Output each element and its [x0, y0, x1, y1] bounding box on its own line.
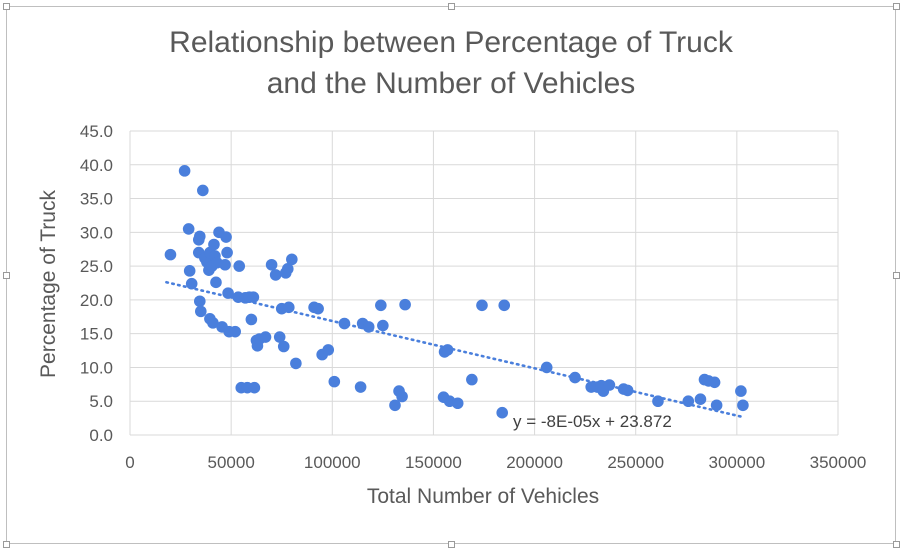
y-axis-tick-labels: 0.0 5.0 10.0 15.0 20.0 25.0 30.0 35.0 40.0 45.0: [80, 122, 113, 445]
data-point: [396, 390, 408, 403]
data-point: [210, 276, 222, 289]
data-point: [737, 399, 749, 412]
data-point: [476, 299, 488, 312]
trendline: [165, 280, 743, 418]
chart-frame: [6, 6, 896, 544]
x-tick-label: 100000: [304, 453, 361, 472]
x-axis-tick-labels: 0 50000 100000 150000 200000 250000 300000 3500…: [125, 453, 866, 472]
resize-handle-middle-left[interactable]: [3, 272, 10, 279]
data-point: [466, 373, 478, 386]
x-tick-label: 300000: [708, 453, 765, 472]
data-point: [207, 317, 219, 329]
data-point: [208, 238, 220, 251]
data-point: [498, 299, 511, 312]
data-point: [282, 301, 295, 314]
data-point: [399, 298, 411, 311]
data-point: [338, 317, 351, 330]
data-point: [603, 379, 616, 391]
resize-handle-bottom-center[interactable]: [448, 541, 455, 548]
data-point: [377, 319, 389, 332]
data-point: [233, 260, 246, 272]
data-point: [197, 184, 209, 197]
y-tick-label: 25.0: [80, 257, 113, 276]
data-point: [220, 231, 232, 243]
y-tick-label: 5.0: [89, 392, 113, 411]
x-tick-label: 0: [125, 453, 134, 472]
x-tick-label: 350000: [810, 453, 867, 472]
data-point: [195, 305, 207, 318]
data-point: [441, 344, 454, 356]
data-point: [322, 344, 335, 356]
x-tick-label: 150000: [405, 453, 462, 472]
data-point: [277, 340, 290, 353]
y-tick-label: 45.0: [80, 122, 113, 141]
resize-handle-top-right[interactable]: [893, 3, 900, 10]
data-point: [269, 269, 282, 281]
data-point: [710, 399, 723, 412]
resize-handle-bottom-right[interactable]: [893, 541, 900, 548]
data-point: [286, 253, 298, 266]
data-point: [178, 165, 191, 177]
data-point: [569, 371, 581, 384]
data-point: [540, 361, 553, 374]
data-point: [694, 393, 707, 405]
data-point: [621, 384, 634, 397]
data-point: [248, 381, 261, 394]
trendline-group: [165, 280, 743, 418]
data-point: [221, 246, 233, 259]
data-point: [496, 406, 509, 419]
y-axis-title: Percentage of Truck: [37, 190, 60, 378]
data-point: [245, 313, 258, 326]
data-point: [312, 302, 324, 315]
data-point: [362, 321, 375, 333]
y-tick-label: 0.0: [89, 426, 113, 445]
data-point: [219, 258, 231, 271]
data-point: [164, 248, 177, 261]
data-point: [222, 287, 234, 299]
data-point: [185, 277, 198, 290]
data-point: [193, 295, 206, 308]
data-point: [375, 299, 387, 312]
data-point: [735, 385, 747, 397]
y-tick-label: 40.0: [80, 156, 113, 175]
trendline-equation: y = -8E-05x + 23.872: [513, 412, 672, 431]
chart-title-line-2: and the Number of Vehicles: [267, 67, 636, 100]
resize-handle-top-left[interactable]: [3, 3, 10, 10]
data-point: [328, 375, 341, 388]
x-tick-label: 50000: [208, 453, 255, 472]
data-point: [708, 376, 721, 389]
data-point: [273, 331, 286, 343]
data-point: [247, 291, 260, 303]
data-point: [183, 265, 196, 277]
y-tick-label: 10.0: [80, 358, 113, 377]
data-point: [652, 395, 664, 408]
resize-handle-bottom-left[interactable]: [3, 541, 10, 548]
chart-title-line-1: Relationship between Percentage of Truck: [169, 26, 734, 59]
data-points: [164, 165, 749, 419]
y-tick-label: 35.0: [80, 190, 113, 209]
data-point: [682, 395, 695, 408]
data-point: [389, 399, 401, 412]
data-point: [354, 381, 367, 393]
resize-handle-top-center[interactable]: [448, 3, 455, 10]
x-tick-label: 250000: [607, 453, 664, 472]
data-point: [193, 230, 206, 243]
data-point: [281, 263, 294, 275]
data-point: [182, 223, 195, 235]
data-point: [451, 397, 464, 410]
data-point: [229, 325, 241, 338]
data-point: [265, 258, 278, 271]
y-tick-label: 20.0: [80, 291, 113, 310]
data-point: [290, 357, 302, 370]
resize-handle-middle-right[interactable]: [893, 272, 900, 279]
x-tick-label: 200000: [506, 453, 563, 472]
data-point: [259, 331, 272, 343]
y-tick-label: 30.0: [80, 223, 113, 242]
y-tick-label: 15.0: [80, 325, 113, 344]
x-axis-title: Total Number of Vehicles: [367, 485, 599, 508]
